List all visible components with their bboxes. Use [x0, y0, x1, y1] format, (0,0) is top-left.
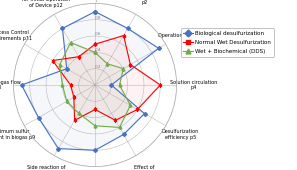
Polygon shape: [53, 36, 160, 120]
Polygon shape: [22, 12, 159, 150]
Polygon shape: [60, 43, 130, 127]
Legend: Biological desulfurization, Normal Wet Desulfurization, Wet + Biochemical (DDS): Biological desulfurization, Normal Wet D…: [181, 28, 274, 57]
